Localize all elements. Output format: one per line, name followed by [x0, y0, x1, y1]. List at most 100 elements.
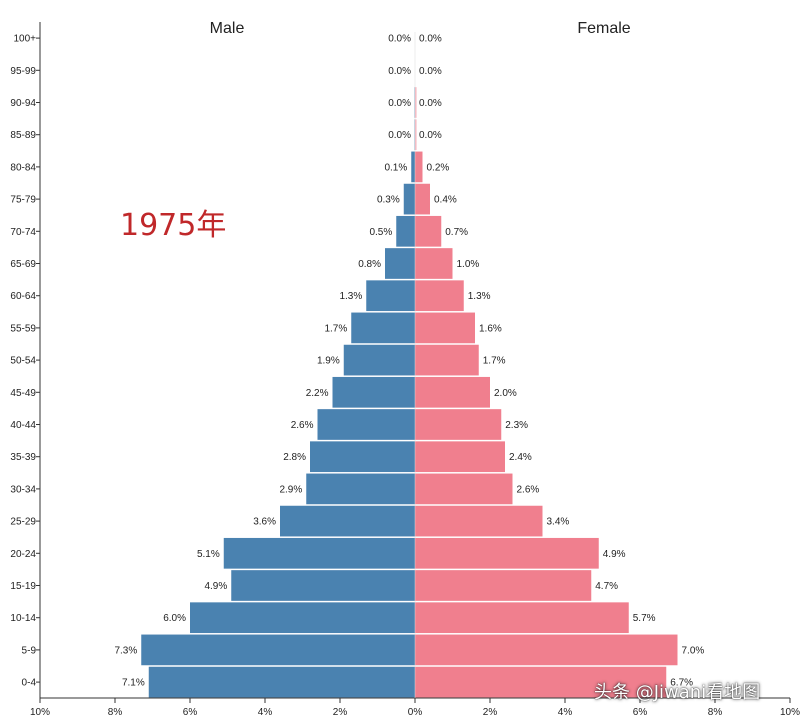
female-value-label: 0.2%: [427, 162, 450, 173]
age-group-label: 25-29: [10, 517, 36, 528]
female-value-label: 2.4%: [509, 452, 532, 463]
female-bar: [415, 344, 479, 376]
female-value-label: 0.0%: [419, 66, 442, 77]
female-value-label: 0.0%: [419, 98, 442, 109]
male-value-label: 2.2%: [306, 388, 329, 399]
x-tick-label: 8%: [108, 707, 123, 718]
male-value-label: 0.0%: [388, 98, 411, 109]
male-value-label: 5.1%: [197, 549, 220, 560]
x-tick-label: 2%: [483, 707, 498, 718]
female-bar: [415, 602, 629, 634]
x-tick-label: 4%: [558, 707, 573, 718]
male-bar: [403, 183, 415, 215]
male-value-label: 6.0%: [163, 613, 186, 624]
male-bar: [351, 312, 415, 344]
male-value-label: 7.1%: [122, 678, 145, 689]
male-bar: [414, 119, 415, 151]
age-group-label: 60-64: [10, 291, 36, 302]
x-tick-label: 2%: [333, 707, 348, 718]
age-group-label: 0-4: [22, 678, 37, 689]
female-value-label: 0.0%: [419, 130, 442, 141]
x-tick-label: 10%: [780, 707, 800, 718]
female-value-label: 2.6%: [517, 484, 540, 495]
male-bar: [332, 376, 415, 408]
male-bar: [280, 505, 415, 537]
female-bar: [415, 312, 475, 344]
male-bar: [411, 151, 415, 183]
male-value-label: 2.8%: [283, 452, 306, 463]
female-value-label: 2.0%: [494, 388, 517, 399]
female-value-label: 0.7%: [445, 227, 468, 238]
female-bar: [415, 570, 592, 601]
age-group-label: 20-24: [10, 549, 36, 560]
male-value-label: 0.5%: [369, 227, 392, 238]
age-group-label: 90-94: [10, 98, 36, 109]
female-bar: [415, 119, 417, 151]
female-value-label: 1.6%: [479, 323, 502, 334]
male-value-label: 4.9%: [204, 581, 227, 592]
x-tick-label: 10%: [30, 707, 50, 718]
x-tick-label: 0%: [408, 707, 423, 718]
female-title: Female: [577, 20, 630, 37]
female-value-label: 5.7%: [633, 613, 656, 624]
age-group-label: 40-44: [10, 420, 36, 431]
age-group-label: 50-54: [10, 356, 36, 367]
male-value-label: 0.0%: [388, 130, 411, 141]
male-bar: [414, 87, 415, 118]
female-value-label: 1.3%: [468, 291, 491, 302]
female-bar: [415, 248, 453, 279]
female-value-label: 4.9%: [603, 549, 626, 560]
male-value-label: 2.9%: [279, 484, 302, 495]
female-bar: [415, 376, 490, 408]
female-value-label: 0.0%: [419, 34, 442, 45]
female-bar: [415, 280, 464, 312]
x-tick-label: 4%: [258, 707, 273, 718]
x-tick-label: 8%: [708, 707, 723, 718]
male-bar: [148, 666, 415, 698]
age-group-label: 30-34: [10, 484, 36, 495]
age-group-label: 55-59: [10, 323, 36, 334]
age-group-label: 15-19: [10, 581, 36, 592]
x-tick-label: 6%: [183, 707, 198, 718]
female-value-label: 6.7%: [670, 678, 693, 689]
age-group-label: 75-79: [10, 195, 36, 206]
female-bar: [415, 215, 442, 247]
female-bar: [415, 473, 513, 505]
female-bar: [415, 505, 543, 537]
female-value-label: 1.0%: [457, 259, 480, 270]
male-bar: [317, 409, 415, 440]
male-value-label: 0.0%: [388, 34, 411, 45]
male-bar: [306, 473, 415, 505]
age-group-label: 95-99: [10, 66, 36, 77]
male-bar: [385, 248, 415, 279]
male-bar: [310, 441, 415, 473]
female-bar: [415, 537, 599, 569]
age-group-label: 5-9: [22, 645, 37, 656]
female-value-label: 2.3%: [505, 420, 528, 431]
female-bar: [415, 409, 502, 440]
age-group-label: 70-74: [10, 227, 36, 238]
male-bar: [366, 280, 415, 312]
male-bar: [231, 570, 415, 601]
female-value-label: 1.7%: [483, 356, 506, 367]
age-group-label: 65-69: [10, 259, 36, 270]
age-group-label: 80-84: [10, 162, 36, 173]
female-value-label: 7.0%: [682, 645, 705, 656]
female-bar: [415, 87, 417, 118]
age-group-label: 100+: [13, 34, 36, 45]
female-bar: [415, 666, 667, 698]
male-bar: [190, 602, 415, 634]
male-bar: [396, 215, 415, 247]
male-value-label: 3.6%: [253, 517, 276, 528]
female-bar: [415, 183, 430, 215]
male-value-label: 1.7%: [324, 323, 347, 334]
female-bar: [415, 151, 423, 183]
age-group-label: 45-49: [10, 388, 36, 399]
age-group-label: 85-89: [10, 130, 36, 141]
female-value-label: 0.4%: [434, 195, 457, 206]
male-value-label: 7.3%: [114, 645, 137, 656]
male-title: Male: [210, 20, 245, 37]
male-bar: [223, 537, 415, 569]
male-value-label: 0.0%: [388, 66, 411, 77]
